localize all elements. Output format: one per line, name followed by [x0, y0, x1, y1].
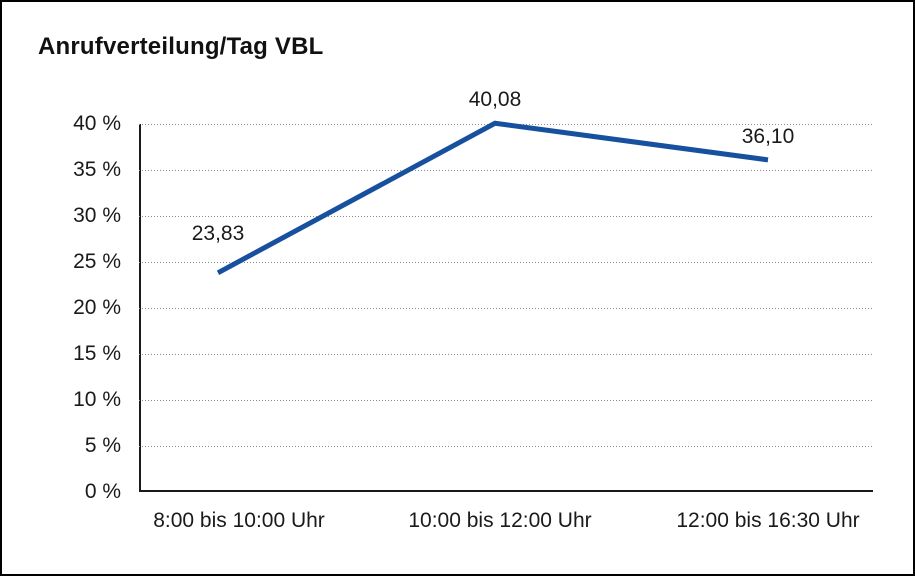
data-point-label: 36,10	[741, 124, 795, 148]
series-line	[216, 120, 769, 275]
gridline	[139, 354, 873, 355]
data-point-label: 23,83	[191, 221, 245, 245]
x-axis-line	[139, 490, 873, 492]
series-plot	[216, 120, 769, 275]
data-point-label: 40,08	[468, 88, 522, 112]
y-tick-label: 0 %	[84, 480, 121, 503]
gridline	[139, 170, 873, 171]
y-tick-label: 40 %	[73, 112, 121, 135]
y-tick-label: 30 %	[73, 204, 121, 227]
gridline	[139, 216, 873, 217]
y-tick-label: 15 %	[73, 342, 121, 365]
y-tick-label: 10 %	[73, 388, 121, 411]
x-category-label: 10:00 bis 12:00 Uhr	[408, 509, 592, 532]
gridline	[139, 446, 873, 447]
x-category-label: 8:00 bis 10:00 Uhr	[153, 509, 325, 532]
gridline	[139, 400, 873, 401]
x-category-label: 12:00 bis 16:30 Uhr	[676, 509, 860, 532]
y-tick-label: 35 %	[73, 158, 121, 181]
y-tick-label: 20 %	[73, 296, 121, 319]
y-tick-label: 25 %	[73, 250, 121, 273]
y-tick-label: 5 %	[84, 434, 121, 457]
gridline	[139, 308, 873, 309]
plot-area: 8:00 bis 10:00 Uhr 10:00 bis 12:00 Uhr 12:…	[139, 88, 873, 532]
chart-title: Anrufverteilung/Tag VBL	[38, 33, 324, 60]
gridline	[139, 262, 873, 263]
